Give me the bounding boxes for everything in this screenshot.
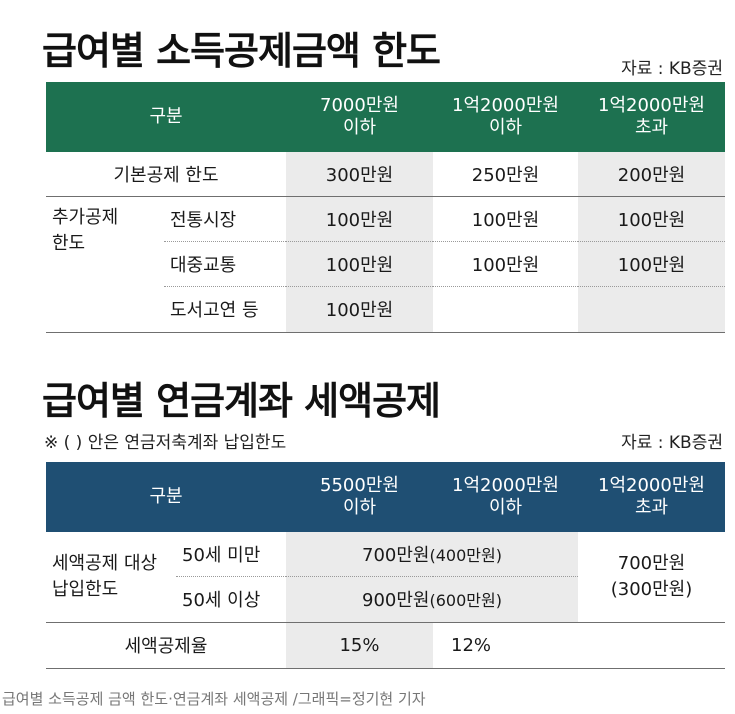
additional-row-label: 대중교통 bbox=[164, 241, 286, 287]
additional-value: 100만원 bbox=[433, 196, 578, 242]
additional-row-label: 전통시장 bbox=[164, 196, 286, 242]
limit-label: 세액공제 대상 납입한도 bbox=[46, 532, 176, 623]
rate-label: 세액공제율 bbox=[46, 622, 286, 669]
additional-row-label: 도서고연 등 bbox=[164, 286, 286, 333]
header-row: 구분 7000만원 이하 1억2000만원 이하 1억2000만원 초과 bbox=[46, 82, 725, 152]
additional-row-1: 추가공제 한도 전통시장 100만원 100만원 100만원 bbox=[46, 196, 725, 333]
income-deduction-table: 구분 7000만원 이하 1억2000만원 이하 1억2000만원 초과 기본공제 한… bbox=[46, 82, 725, 333]
rate-row: 세액공제율 15% 12% bbox=[46, 622, 725, 669]
basic-value-1: 300만원 bbox=[286, 152, 433, 197]
limit-row-label: 50세 이상 bbox=[176, 576, 286, 623]
additional-value: 100만원 bbox=[286, 241, 433, 287]
header-category: 구분 bbox=[46, 462, 286, 532]
section2-source: 자료 : KB증권 bbox=[621, 433, 723, 453]
limit-row-label: 50세 미만 bbox=[176, 532, 286, 577]
limit-value-under50: 700만원(400만원) bbox=[286, 532, 578, 577]
basic-value-2: 250만원 bbox=[433, 152, 578, 197]
rate-value-1: 15% bbox=[286, 622, 433, 669]
rate-value-2: 12% bbox=[433, 622, 725, 669]
header-row: 구분 5500만원 이하 1억2000만원 이하 1억2000만원 초과 bbox=[46, 462, 725, 532]
section1-source: 자료 : KB증권 bbox=[621, 59, 723, 79]
limit-row-2: 50세 이상 900만원(600만원) bbox=[46, 576, 725, 623]
additional-value bbox=[578, 286, 725, 333]
basic-label: 기본공제 한도 bbox=[46, 152, 286, 197]
image-caption: 급여별 소득공제 금액 한도·연금계좌 세액공제 /그래픽=정기현 기자 bbox=[2, 690, 426, 708]
additional-value bbox=[433, 286, 578, 333]
limit-value-over50: 900만원(600만원) bbox=[286, 576, 578, 623]
basic-value-3: 200만원 bbox=[578, 152, 725, 197]
additional-row-2: 대중교통 100만원 100만원 100만원 bbox=[46, 241, 725, 287]
pension-credit-table: 구분 5500만원 이하 1억2000만원 이하 1억2000만원 초과 세액공제 대… bbox=[46, 462, 725, 669]
header-col3: 1억2000만원 초과 bbox=[578, 462, 725, 532]
section2-title: 급여별 연금계좌 세액공제 bbox=[42, 379, 441, 423]
header-col1: 5500만원 이하 bbox=[286, 462, 433, 532]
additional-value: 100만원 bbox=[286, 196, 433, 242]
limit-value-over: 700만원 (300만원) bbox=[578, 532, 725, 623]
additional-label: 추가공제 한도 bbox=[46, 196, 164, 333]
header-category: 구분 bbox=[46, 82, 286, 152]
additional-value: 100만원 bbox=[433, 241, 578, 287]
limit-row-1: 세액공제 대상 납입한도 50세 미만 700만원(400만원) 700만원 (30… bbox=[46, 532, 725, 623]
additional-value: 100만원 bbox=[578, 196, 725, 242]
header-col2: 1억2000만원 이하 bbox=[433, 82, 578, 152]
basic-row: 기본공제 한도 300만원 250만원 200만원 bbox=[46, 152, 725, 197]
header-col1: 7000만원 이하 bbox=[286, 82, 433, 152]
additional-row-3: 도서고연 등 100만원 bbox=[46, 286, 725, 333]
additional-value: 100만원 bbox=[286, 286, 433, 333]
section1-title: 급여별 소득공제금액 한도 bbox=[42, 29, 441, 73]
header-col3: 1억2000만원 초과 bbox=[578, 82, 725, 152]
header-col2: 1억2000만원 이하 bbox=[433, 462, 578, 532]
additional-value: 100만원 bbox=[578, 241, 725, 287]
section2-note: ※ ( ) 안은 연금저축계좌 납입한도 bbox=[44, 433, 287, 453]
